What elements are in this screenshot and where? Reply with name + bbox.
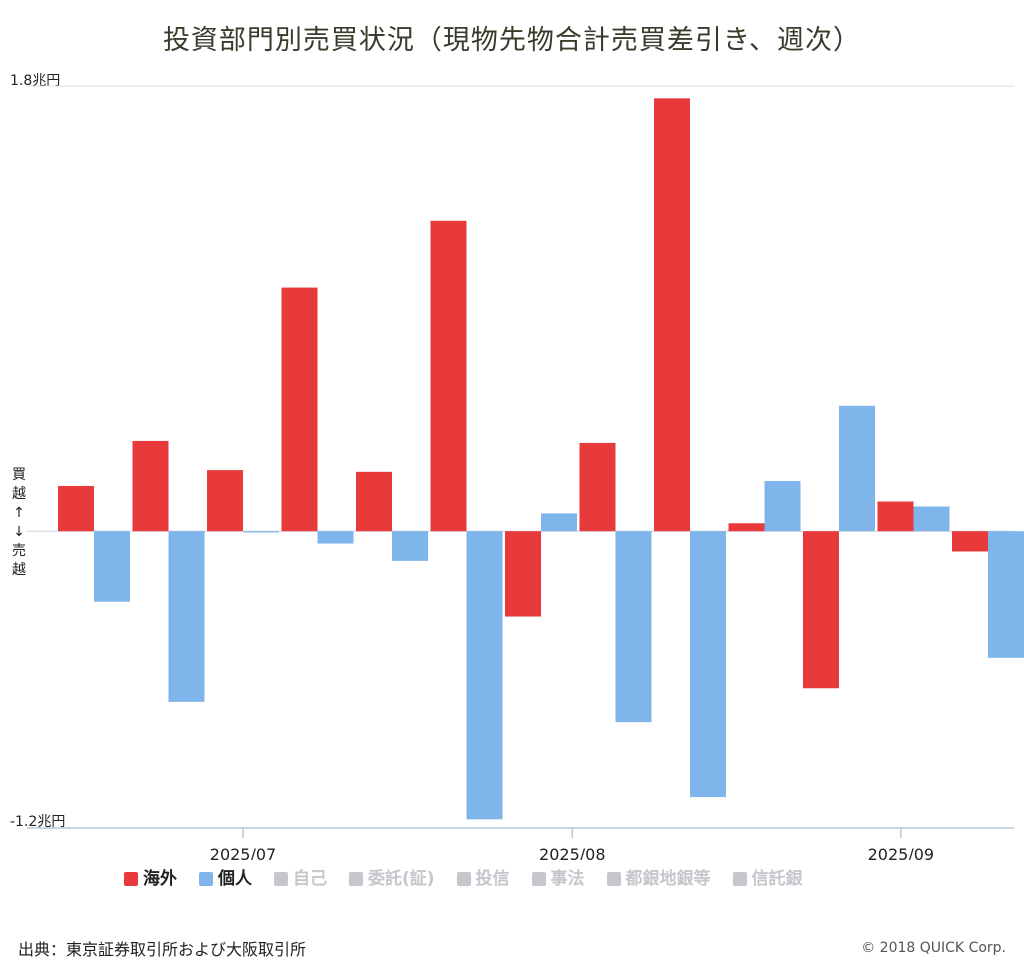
- legend-label: 信託銀: [751, 869, 803, 889]
- legend-swatch: [732, 872, 747, 886]
- bar-個人-w12: [913, 506, 950, 532]
- bar-個人-w9: [690, 531, 726, 798]
- legend-item-自己[interactable]: 自己: [274, 866, 327, 892]
- bar-海外-w7: [505, 531, 541, 617]
- bar-海外-w10: [728, 523, 765, 532]
- buy-sell-direction-label: 買越 ↑ ↓ 売越: [10, 466, 28, 580]
- legend-swatch: [199, 872, 213, 886]
- side-label-char: ↑: [13, 505, 25, 521]
- bar-海外-w12: [877, 501, 914, 532]
- bar-個人-w7: [541, 513, 577, 532]
- bar-個人-w8: [615, 531, 652, 723]
- legend-item-事法[interactable]: 事法: [531, 866, 585, 892]
- bar-海外-w5: [356, 471, 392, 532]
- bar-個人-w10: [764, 480, 801, 532]
- bar-海外-w3: [207, 470, 243, 532]
- legend-item-投信[interactable]: 投信: [456, 866, 510, 892]
- bar-個人-w11: [839, 405, 875, 532]
- bar-個人-w1: [94, 531, 130, 602]
- x-tick-label-2025/09: 2025/09: [868, 845, 934, 860]
- bar-海外-w6: [430, 220, 467, 532]
- legend-label: 海外: [143, 869, 177, 889]
- bar-海外-w8: [579, 442, 616, 532]
- bar-個人-w5: [392, 531, 428, 561]
- y-axis-min-label: -1.2兆円: [10, 814, 66, 830]
- legend-label: 自己: [293, 869, 327, 889]
- side-label-char: ↓: [13, 524, 25, 540]
- side-label-char: 売: [12, 543, 26, 559]
- legend-label: 都銀地銀等: [625, 869, 711, 889]
- chart-title: 投資部門別売買状況（現物先物合計売買差引き、週次）: [162, 25, 862, 56]
- legend-item-信託銀[interactable]: 信託銀: [732, 866, 803, 892]
- legend-label: 事法: [550, 869, 585, 889]
- side-label-char: 買: [12, 467, 26, 483]
- legend-label: 個人: [218, 869, 252, 889]
- legend-swatch: [349, 872, 363, 886]
- legend-swatch: [124, 872, 138, 886]
- bar-chart-plot: 2025/07 2025/08 2025/09: [27, 85, 1024, 860]
- legend-swatch: [456, 872, 471, 886]
- legend-swatch: [274, 872, 288, 886]
- bar-海外-w13: [952, 531, 988, 552]
- side-label-char: 越: [12, 486, 26, 502]
- bar-個人-w6: [466, 531, 503, 820]
- source-note: 出典：東京証券取引所および大阪取引所: [18, 940, 307, 959]
- legend-item-海外[interactable]: 海外: [124, 866, 177, 892]
- side-label-char: 越: [12, 562, 26, 578]
- x-tick-label-2025/08: 2025/08: [539, 845, 605, 860]
- legend-label: 委託(証): [368, 869, 435, 889]
- bar-海外-w11: [803, 531, 839, 689]
- y-axis-max-label: 1.8兆円: [10, 73, 61, 89]
- copyright-notice: © 2018 QUICK Corp.: [861, 940, 1006, 956]
- legend-swatch: [531, 872, 546, 886]
- bar-個人-w13: [988, 531, 1024, 658]
- legend-item-都銀地銀等[interactable]: 都銀地銀等: [606, 866, 711, 892]
- bar-海外-w4: [281, 287, 318, 532]
- bar-海外-w9: [654, 98, 690, 532]
- legend-item-委託(証)[interactable]: 委託(証): [349, 866, 435, 892]
- bar-個人-w3: [243, 531, 279, 533]
- x-tick-label-2025/07: 2025/07: [210, 845, 276, 860]
- bar-個人-w2: [168, 531, 205, 702]
- legend-item-個人[interactable]: 個人: [199, 866, 252, 892]
- bar-海外-w1: [58, 485, 94, 532]
- bar-個人-w4: [317, 531, 354, 544]
- bar-海外-w2: [132, 440, 169, 532]
- legend-swatch: [606, 872, 621, 886]
- legend-label: 投信: [475, 869, 510, 889]
- chart-legend: 海外 個人 自己 委託(証) 投信 事法 都銀地銀等 信託銀: [124, 866, 944, 892]
